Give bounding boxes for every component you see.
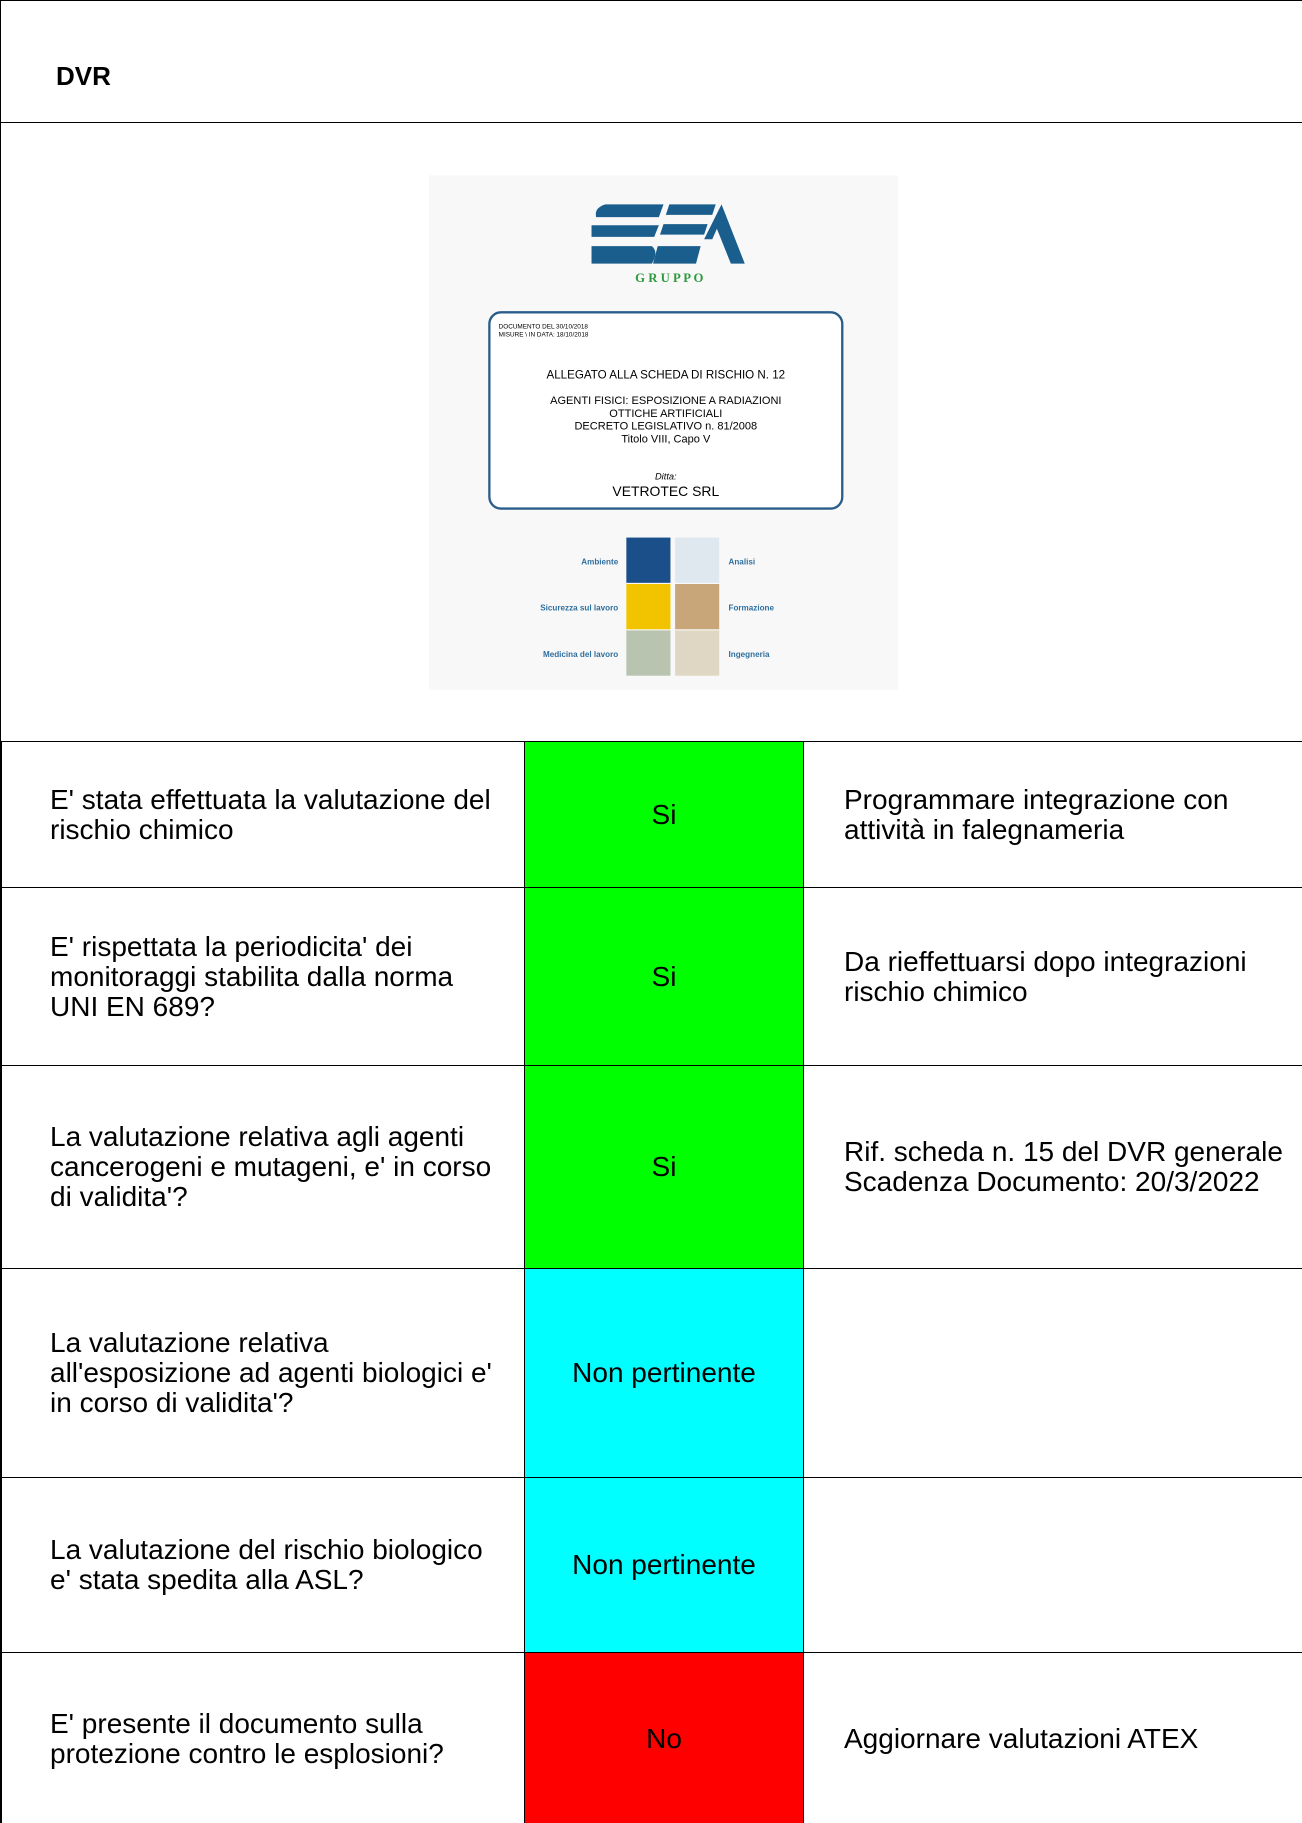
photo <box>626 583 671 630</box>
question: La valutazione relativa agli agenti canc… <box>1 1065 525 1269</box>
status: No <box>524 1652 804 1823</box>
note: Aggiornare valutazioni ATEX <box>803 1652 1302 1823</box>
service-label: Ambiente <box>581 557 618 566</box>
row: La valutazione relativa all'esposizione … <box>1 1268 1302 1478</box>
question: E' presente il documento sulla protezion… <box>1 1652 525 1823</box>
brand: G R U P P O <box>635 271 703 285</box>
question: La valutazione relativa all'esposizione … <box>1 1268 525 1478</box>
subject-line: DECRETO LEGISLATIVO n. 81/2008 <box>574 421 757 433</box>
row: E' presente il documento sulla protezion… <box>1 1652 1302 1823</box>
logo <box>591 204 745 264</box>
row: E' stata effettuata la valutazione del r… <box>1 741 1302 888</box>
cover-card <box>488 311 844 510</box>
service-label: Formazione <box>729 604 775 613</box>
note: Rif. scheda n. 15 del DVR generale Scade… <box>803 1065 1302 1269</box>
question: E' stata effettuata la valutazione del r… <box>1 741 525 888</box>
status: Non pertinente <box>524 1268 804 1478</box>
company-label: Ditta: <box>655 472 677 482</box>
row: La valutazione del rischio biologico e' … <box>1 1477 1302 1653</box>
subject-line: Titolo VIII, Capo V <box>621 433 711 445</box>
row: E' rispettata la periodicita' dei monito… <box>1 887 1302 1066</box>
status: Si <box>524 741 804 888</box>
title: DVR <box>56 61 111 91</box>
subject: AGENTI FISICI: ESPOSIZIONE A RADIAZIONIO… <box>550 395 781 445</box>
row: La valutazione relativa agli agenti canc… <box>1 1065 1302 1269</box>
status: Si <box>524 887 804 1066</box>
subject-line: AGENTI FISICI: ESPOSIZIONE A RADIAZIONI <box>550 395 781 407</box>
cover-image: G R U P P O DOCUMENTO DEL 30/10/2018 MIS… <box>429 175 898 690</box>
header: DVR <box>1 1 1302 123</box>
photo <box>675 537 720 583</box>
checklist: E' stata effettuata la valutazione del r… <box>1 741 1302 1823</box>
status: Si <box>524 1065 804 1269</box>
service-label: Analisi <box>729 557 756 566</box>
question: E' rispettata la periodicita' dei monito… <box>1 887 525 1066</box>
subject-line: OTTICHE ARTIFICIALI <box>609 408 722 420</box>
service-label: Sicurezza sul lavoro <box>540 604 618 613</box>
measure-date: MISURE \ IN DATA: 18/10/2018 <box>499 332 589 339</box>
status: Non pertinente <box>524 1477 804 1653</box>
attachment: ALLEGATO ALLA SCHEDA DI RISCHIO N. 12 <box>547 369 786 382</box>
company: VETROTEC SRL <box>612 483 719 499</box>
document-date: DOCUMENTO DEL 30/10/2018 <box>499 324 589 331</box>
photo <box>626 537 671 583</box>
photo <box>675 583 720 630</box>
cover-area: G R U P P O DOCUMENTO DEL 30/10/2018 MIS… <box>1 123 1302 741</box>
service-label: Ingegneria <box>729 650 770 659</box>
service-label: Medicina del lavoro <box>543 650 618 659</box>
note <box>803 1268 1302 1478</box>
note <box>803 1477 1302 1653</box>
photo <box>675 630 720 676</box>
note: Programmare integrazione con attività in… <box>803 741 1302 888</box>
services: Ambiente Sicurezza sul lavoro Medicina del… <box>540 537 775 676</box>
question: La valutazione del rischio biologico e' … <box>1 1477 525 1653</box>
note: Da rieffettuarsi dopo integrazioni risch… <box>803 887 1302 1066</box>
photo <box>626 630 671 676</box>
